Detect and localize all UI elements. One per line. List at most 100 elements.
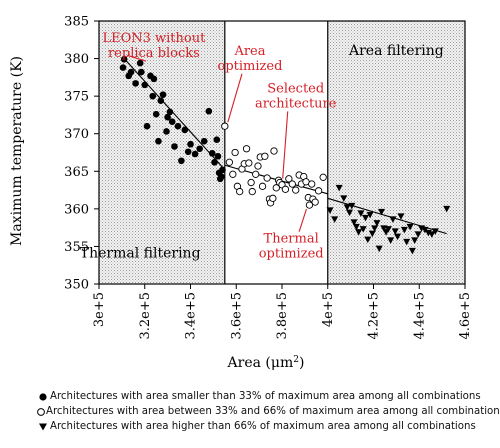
point-small-area bbox=[149, 92, 157, 100]
point-small-area bbox=[178, 157, 185, 165]
point-small-area bbox=[120, 56, 128, 63]
data-points bbox=[119, 56, 451, 255]
x-tick-label: 3.8e+5 bbox=[275, 292, 290, 340]
legend-item-small-area: Architectures with area smaller than 33%… bbox=[36, 389, 496, 404]
point-medium-area bbox=[245, 159, 253, 167]
annotation-arrow bbox=[282, 111, 289, 179]
point-large-area bbox=[352, 223, 360, 231]
point-small-area bbox=[208, 149, 216, 157]
point-medium-area bbox=[254, 162, 262, 170]
point-medium-area bbox=[229, 170, 237, 178]
point-large-area bbox=[359, 226, 367, 233]
point-small-area bbox=[211, 158, 218, 166]
point-small-area bbox=[171, 143, 178, 150]
point-large-area bbox=[357, 210, 365, 217]
point-small-area bbox=[181, 126, 189, 134]
point-small-area bbox=[174, 122, 182, 130]
annotation-label: Selected architecture bbox=[255, 81, 337, 111]
point-large-area bbox=[389, 216, 397, 223]
point-large-area bbox=[406, 223, 414, 231]
point-medium-area bbox=[311, 198, 319, 206]
point-large-area bbox=[371, 225, 379, 232]
point-small-area bbox=[196, 145, 203, 153]
point-small-area bbox=[119, 64, 127, 71]
point-small-area bbox=[138, 68, 145, 76]
point-large-area bbox=[403, 238, 411, 246]
point-large-area bbox=[421, 226, 429, 234]
legend-label: Architectures with area between 33% and … bbox=[46, 406, 500, 417]
y-tick-label: 350 bbox=[64, 278, 89, 293]
point-large-area bbox=[378, 208, 386, 216]
point-large-area bbox=[391, 228, 399, 235]
legend-item-large-area: Architectures with area higher than 66% … bbox=[36, 419, 496, 434]
y-tick-label: 355 bbox=[64, 240, 89, 255]
point-small-area bbox=[218, 173, 225, 180]
annotation-line: LEON3 without bbox=[102, 31, 206, 46]
x-axis-label-superscript: 2 bbox=[293, 355, 299, 365]
filter-regions: Thermal filtering Area filtering bbox=[80, 21, 465, 284]
point-small-area bbox=[200, 137, 208, 145]
y-axis: 350 355 360 365 370 375 380 385 bbox=[64, 15, 99, 293]
annotation-line: replica blocks bbox=[108, 46, 200, 61]
region-2 bbox=[327, 21, 465, 284]
point-large-area bbox=[414, 231, 422, 238]
point-small-area bbox=[213, 136, 221, 144]
legend: Architectures with area smaller than 33%… bbox=[36, 389, 500, 434]
point-small-area bbox=[214, 152, 222, 160]
point-large-area bbox=[387, 237, 395, 244]
point-small-area bbox=[132, 80, 139, 87]
point-large-area bbox=[335, 184, 343, 192]
annotation-line: architecture bbox=[255, 96, 337, 111]
annotation-arrow bbox=[227, 73, 243, 123]
point-small-area bbox=[152, 110, 160, 118]
point-small-area bbox=[136, 59, 144, 67]
region-0 bbox=[99, 21, 225, 284]
point-medium-area bbox=[225, 158, 234, 166]
trend-line bbox=[123, 58, 226, 171]
point-medium-area bbox=[272, 184, 280, 192]
point-large-area bbox=[350, 219, 358, 226]
annotation-arrow bbox=[298, 208, 307, 232]
annotation-line: Area bbox=[233, 44, 265, 59]
x-tick-label: 4.4e+5 bbox=[412, 292, 427, 340]
point-large-area bbox=[368, 230, 376, 238]
x-axis: 3e+5 3.2e+5 3.4e+5 3.6e+5 3.8e+5 4e+5 4.2e+5 4.… bbox=[92, 284, 473, 340]
y-tick-label: 385 bbox=[64, 15, 89, 30]
x-tick-label: 3e+5 bbox=[92, 292, 107, 327]
point-small-area bbox=[166, 108, 174, 116]
scatter-chart: Thermal filtering Area filtering LEON3 wi… bbox=[9, 15, 473, 372]
point-small-area bbox=[150, 75, 158, 83]
region-label: Thermal filtering bbox=[80, 246, 201, 262]
point-large-area bbox=[361, 214, 369, 222]
point-small-area bbox=[159, 91, 167, 98]
point-medium-area bbox=[270, 147, 278, 155]
annotation-arrow bbox=[127, 54, 147, 62]
point-small-area bbox=[191, 150, 199, 158]
y-axis-label: Maximum temperature (K) bbox=[9, 56, 25, 246]
point-small-area bbox=[187, 140, 194, 148]
point-medium-area bbox=[252, 170, 260, 178]
point-large-area bbox=[375, 245, 383, 253]
point-medium-area bbox=[285, 175, 293, 183]
x-axis-label-close: ) bbox=[299, 355, 304, 371]
point-large-area bbox=[366, 211, 374, 219]
point-medium-area bbox=[231, 148, 239, 157]
point-small-area bbox=[168, 118, 176, 125]
point-large-area bbox=[400, 226, 408, 234]
open-circle-icon bbox=[36, 407, 46, 417]
point-medium-area bbox=[258, 182, 267, 190]
point-medium-area bbox=[281, 185, 290, 193]
x-axis-label-main: Area (μm bbox=[227, 355, 294, 371]
point-large-area bbox=[373, 220, 381, 227]
y-tick-label: 370 bbox=[64, 127, 89, 142]
y-tick-label: 375 bbox=[64, 90, 89, 105]
point-large-area bbox=[348, 202, 356, 210]
x-tick-label: 4.6e+5 bbox=[458, 292, 473, 340]
annotations: LEON3 without replica blocks Area optimized… bbox=[102, 31, 336, 262]
point-large-area bbox=[326, 207, 334, 214]
point-medium-area bbox=[248, 187, 256, 196]
point-small-area bbox=[157, 97, 165, 104]
annotation-line: optimized bbox=[259, 247, 324, 262]
point-medium-area bbox=[305, 201, 314, 209]
y-tick-label: 380 bbox=[64, 52, 89, 67]
